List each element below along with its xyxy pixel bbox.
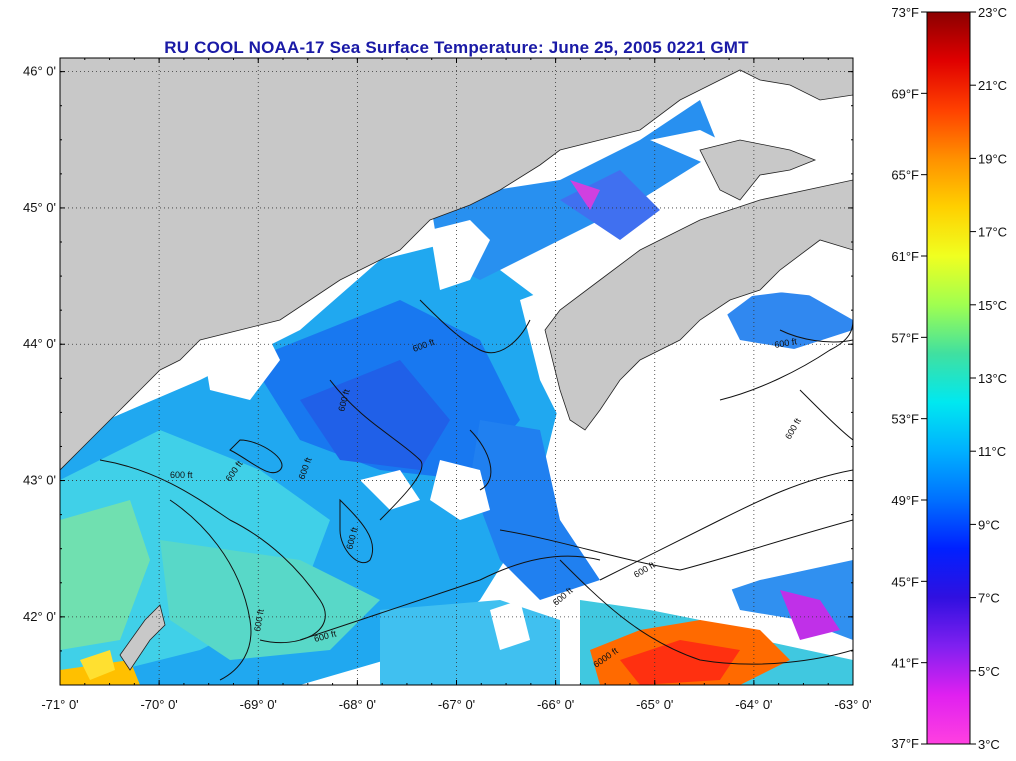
lon-label-8: -63° 0' [834,697,871,712]
lon-label-3: -68° 0' [339,697,376,712]
lat-label-4: 42° 0' [23,609,56,624]
cb-f-label-9: 37°F [891,736,919,751]
cb-c-label-1: 21°C [978,78,1007,93]
cb-f-label-0: 73°F [891,5,919,20]
cb-c-label-10: 3°C [978,737,1000,752]
cb-c-label-5: 13°C [978,371,1007,386]
cb-c-label-6: 11°C [978,444,1006,459]
cb-f-label-6: 49°F [891,493,919,508]
cb-f-label-7: 45°F [891,574,919,589]
lon-label-2: -69° 0' [240,697,277,712]
lat-label-0: 46° 0' [23,64,56,79]
cb-f-label-5: 53°F [891,412,919,427]
contour-label-600ft-1: 600 ft [170,470,193,480]
cb-c-label-3: 17°C [978,225,1007,240]
lat-label-3: 43° 0' [23,473,56,488]
land [60,58,853,671]
lon-label-0: -71° 0' [41,697,78,712]
lon-label-1: -70° 0' [140,697,177,712]
cb-c-label-7: 9°C [978,517,1000,532]
bathymetry-contours [99,299,853,681]
colorbar: 73°F 69°F 65°F 61°F 57°F 53°F 49°F 45°F 41°F 37°F… [891,5,1007,752]
cb-f-label-8: 41°F [891,656,919,671]
colorbar-celsius-labels: 23°C 21°C 19°C 17°C 15°C 13°C 11°C 9°C 7°C 5°C 3°C [970,5,1007,752]
map-area: 600 ft 600 ft 600 ft 600 ft 600 ft 600 f… [60,58,853,685]
cb-f-label-4: 57°F [891,330,919,345]
cb-f-label-3: 61°F [891,249,919,264]
contour-label-600ft-11: 600 ft [774,336,798,350]
map-title: RU COOL NOAA-17 Sea Surface Temperature:… [164,38,749,57]
lat-label-2: 44° 0' [23,336,56,351]
cb-c-label-0: 23°C [978,5,1007,20]
cb-f-label-2: 65°F [891,168,919,183]
lon-label-6: -65° 0' [636,697,673,712]
lat-label-1: 45° 0' [23,200,56,215]
cb-f-label-1: 69°F [891,86,919,101]
longitude-labels: -71° 0' -70° 0' -69° 0' -68° 0' -67° 0' -66° … [41,697,871,712]
cb-c-label-4: 15°C [978,298,1007,313]
cb-c-label-8: 7°C [978,591,1000,606]
graticule [60,58,853,685]
lon-label-4: -67° 0' [438,697,475,712]
lon-label-7: -64° 0' [735,697,772,712]
colorbar-fahrenheit-labels: 73°F 69°F 65°F 61°F 57°F 53°F 49°F 45°F 41°F 37°F [891,5,927,751]
latitude-labels: 46° 0' 45° 0' 44° 0' 43° 0' 42° 0' [23,64,56,624]
cb-c-label-2: 19°C [978,151,1007,166]
contour-label-600ft-4: 600 ft [252,608,266,632]
colorbar-scale [926,11,971,745]
lon-label-5: -66° 0' [537,697,574,712]
cb-c-label-9: 5°C [978,664,1000,679]
axis-ticks [59,58,854,686]
